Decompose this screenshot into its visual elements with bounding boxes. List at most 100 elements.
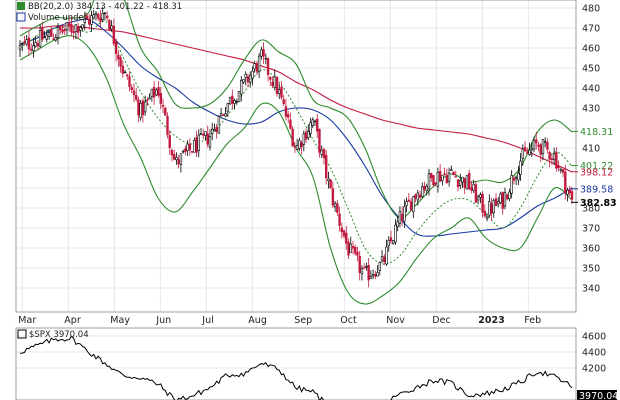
candle-body [217,115,221,134]
candle-body [517,172,520,181]
candle-body [215,127,218,133]
candle-body [349,243,352,253]
candle-body [193,140,196,153]
candle-body [430,173,433,179]
candle-body [396,221,399,227]
candle-body [175,157,178,161]
candle-body [21,43,24,45]
candle-body [530,147,533,150]
candle-body [269,76,272,80]
candle-body [173,154,176,160]
candle-body [52,38,55,40]
candle-body [150,88,154,97]
spx-last-value-bg [577,390,617,400]
candle-body [81,24,84,29]
candle-body [228,96,232,105]
legend-volume-label: Volume undef [28,13,88,23]
candle-body [273,76,276,88]
candle-body [97,14,100,19]
candle-body [380,255,384,261]
candle-body [235,101,238,103]
y-tick-label: 460 [582,44,600,55]
candle-body [307,131,310,138]
main-panel-frame [15,0,577,313]
candle-body [450,169,453,172]
sub-y-tick-label: 4200 [582,364,606,375]
candle-body [476,196,480,201]
candle-body [29,48,33,51]
candle-body [226,103,230,112]
candle-body [409,201,413,211]
candle-body [432,175,435,186]
candle-body [336,203,339,213]
candle-body [528,149,531,156]
candle-body [260,49,263,57]
candle-body [219,112,223,117]
x-tick-label: Aug [248,315,267,326]
sub-panel-frame [15,327,577,400]
candle-body [365,266,368,268]
candle-body [253,63,256,70]
candle-body [105,15,109,19]
main-gridlines [16,0,576,312]
y-tick-label: 340 [582,284,600,295]
candle-body [166,115,169,135]
candle-body [208,136,212,148]
spx-legend-label: $SPX 3970.04 [29,330,89,340]
candle-body [541,139,545,154]
candle-body [79,27,82,31]
price-candles [18,6,574,288]
candle-body [407,199,411,202]
candle-body [284,106,288,117]
candle-body [354,247,357,254]
candle-body [45,34,49,40]
candle-body [286,114,290,118]
candle-body [251,70,254,79]
candle-body [266,58,270,75]
candle-body [564,171,567,194]
candle-body [383,256,386,262]
candle-body [427,173,431,189]
candle-body [197,134,200,151]
candle-body [143,101,147,113]
candle-body [304,131,308,140]
candle-body [204,131,207,136]
candle-body [222,114,225,116]
candle-body [128,76,131,87]
y-tick-label: 450 [582,64,600,75]
candle-body [74,24,78,32]
candle-body [139,102,142,118]
series-spx [19,335,573,400]
candle-body [434,182,437,185]
candle-body [186,143,189,151]
y-tick-label: 350 [582,264,600,275]
value-label: 418.31 [580,127,613,138]
candle-body [311,119,314,126]
candle-body [423,186,426,190]
candle-body [378,261,382,271]
candle-body [367,265,370,281]
candle-body [159,92,162,104]
x-tick-label: Mar [18,315,36,326]
candle-body [242,79,245,83]
candle-body [110,25,113,30]
candle-body [371,274,375,277]
candle-body [481,193,484,213]
series-ma_mid [19,18,573,237]
candle-body [369,276,373,279]
candle-body [537,144,540,147]
x-tick-label: Feb [524,315,541,326]
x-tick-label: Jul [201,315,213,326]
candle-body [231,95,234,104]
main-indicator-lines [19,0,573,305]
candle-body [387,240,390,246]
candle-body [119,57,122,67]
candle-body [490,203,493,214]
sub-y-tick-label: 4600 [582,332,606,343]
candle-body [499,193,502,204]
y-tick-label: 370 [582,224,600,235]
candle-body [479,194,482,198]
candle-body [324,154,328,179]
candle-body [195,137,198,153]
